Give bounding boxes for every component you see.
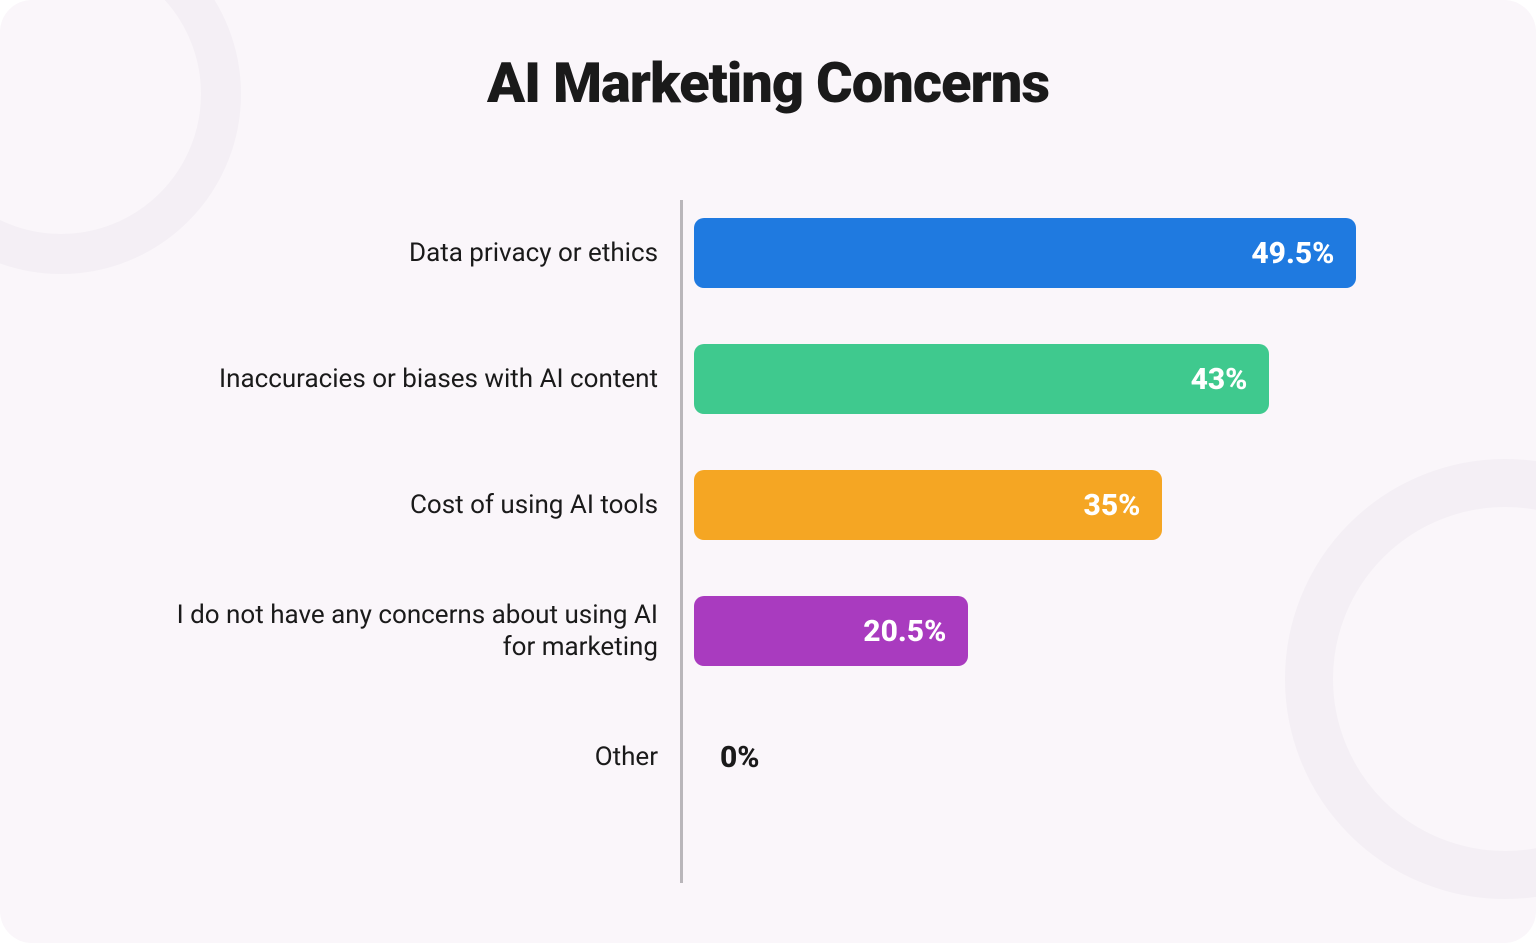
bar-track: 35% (680, 470, 1416, 540)
bar-label: Data privacy or ethics (140, 237, 680, 270)
bar-track: 43% (680, 344, 1416, 414)
bar-value: 20.5% (863, 614, 946, 649)
bar: 43% (694, 344, 1269, 414)
bar-rows: Data privacy or ethics 49.5% Inaccuracies … (140, 218, 1416, 792)
bar: 20.5% (694, 596, 968, 666)
bar-row: Other 0% (140, 722, 1416, 792)
chart-title: AI Marketing Concerns (0, 50, 1536, 116)
bar: 49.5% (694, 218, 1356, 288)
bar-value: 0% (720, 740, 760, 775)
bar: 0% (694, 740, 760, 775)
chart-card: AI Marketing Concerns Data privacy or et… (0, 0, 1536, 943)
bar-row: Cost of using AI tools 35% (140, 470, 1416, 540)
bar-value: 49.5% (1251, 236, 1334, 271)
bar-label: Inaccuracies or biases with AI content (140, 363, 680, 396)
bar-label: I do not have any concerns about using A… (140, 599, 680, 664)
bar-track: 0% (680, 722, 1416, 792)
bar-label: Other (140, 741, 680, 774)
bar-value: 43% (1191, 362, 1248, 397)
bar-label: Cost of using AI tools (140, 489, 680, 522)
bar-row: Inaccuracies or biases with AI content 43… (140, 344, 1416, 414)
bar: 35% (694, 470, 1162, 540)
bar-track: 49.5% (680, 218, 1416, 288)
bar-track: 20.5% (680, 596, 1416, 666)
bar-row: Data privacy or ethics 49.5% (140, 218, 1416, 288)
chart-area: Data privacy or ethics 49.5% Inaccuracies … (140, 200, 1416, 883)
bar-row: I do not have any concerns about using A… (140, 596, 1416, 666)
bar-value: 35% (1084, 488, 1141, 523)
